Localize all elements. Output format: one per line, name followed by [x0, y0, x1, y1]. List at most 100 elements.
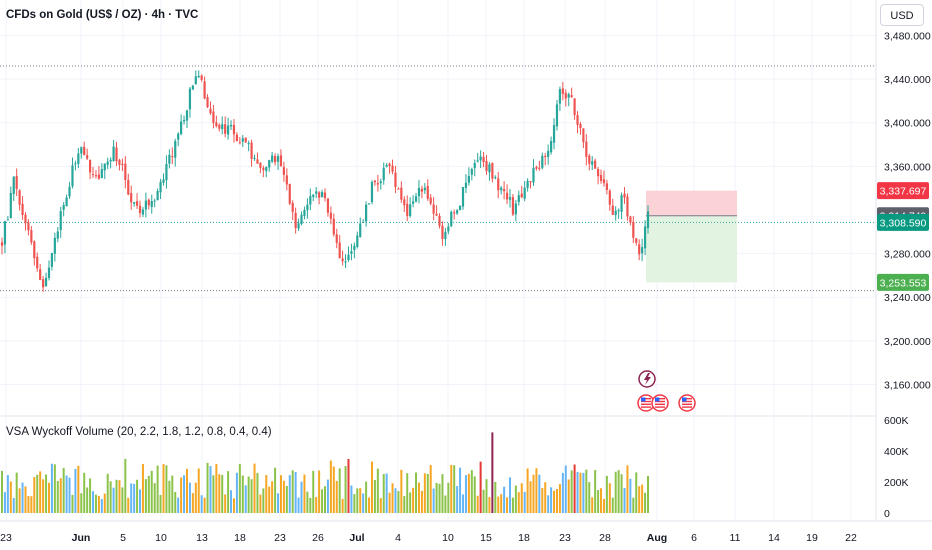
candle-body — [385, 165, 388, 167]
candle-body — [394, 172, 397, 188]
candle-body — [130, 193, 133, 203]
candle-body — [9, 192, 12, 219]
volume-bar — [544, 482, 547, 513]
candle-body — [564, 92, 567, 99]
volume-bar — [629, 478, 632, 513]
candle-body — [370, 181, 374, 203]
time-tick-label: 4 — [395, 532, 401, 544]
volume-bar — [564, 465, 567, 513]
candle-body — [268, 160, 271, 168]
candle-body — [127, 179, 130, 195]
volume-bar — [415, 472, 418, 513]
time-tick-label: 5 — [120, 532, 126, 544]
volume-bar — [33, 477, 36, 513]
candle-body — [147, 199, 150, 206]
time-tick-label: 14 — [768, 532, 780, 544]
volume-bar — [65, 475, 68, 513]
candle-body — [221, 124, 224, 130]
candle-body — [6, 219, 9, 221]
price-tick-label: 3,440.000 — [884, 74, 931, 86]
candle-body — [641, 247, 644, 254]
candle-body — [68, 186, 71, 197]
candle-body — [538, 167, 541, 169]
candle-body — [74, 163, 77, 165]
candle-body — [535, 166, 538, 169]
volume-bar — [605, 475, 608, 513]
volume-bar — [271, 481, 274, 513]
chart-title[interactable]: CFDs on Gold (US$ / OZ) · 4h · TVC — [6, 9, 199, 21]
volume-bar — [406, 473, 409, 513]
us-flag-icon — [637, 394, 655, 412]
event-markers[interactable] — [637, 370, 696, 412]
candle-body — [224, 124, 227, 134]
position-tool[interactable] — [646, 190, 737, 283]
candle-body — [323, 192, 327, 199]
candle-body — [200, 75, 203, 80]
candle-body — [194, 76, 197, 85]
candle-body — [479, 156, 482, 161]
volume-bar — [520, 483, 523, 513]
candle-body — [376, 183, 379, 185]
candle-body — [180, 121, 183, 135]
candle-body — [602, 179, 606, 184]
candle-body — [350, 251, 353, 254]
candle-body — [250, 142, 253, 159]
stop-loss-zone — [646, 190, 737, 216]
flag-canton — [655, 397, 660, 402]
volume-bar — [103, 493, 106, 513]
candle-body — [27, 222, 30, 231]
candle-body — [391, 165, 394, 172]
volume-bar — [221, 474, 224, 513]
candle-body — [297, 223, 300, 229]
volume-bar — [459, 467, 462, 513]
candle-body — [227, 125, 230, 135]
volume-bar — [232, 498, 235, 513]
candle-body — [315, 191, 318, 194]
volume-bar — [171, 475, 174, 513]
candle-body — [414, 196, 418, 202]
volume-bar — [491, 432, 494, 513]
volume-bars — [1, 432, 649, 513]
volume-bar — [115, 479, 118, 513]
volume-bar — [350, 485, 353, 513]
volume-bar — [294, 472, 297, 513]
volume-bar — [127, 497, 130, 513]
candle-body — [121, 163, 124, 166]
candle-body — [517, 195, 520, 203]
currency-selector[interactable]: USD — [880, 4, 924, 26]
candle-body — [288, 184, 291, 204]
volume-bar — [409, 492, 412, 513]
candle-body — [273, 156, 277, 163]
price-axis[interactable]: 3,480.000 3,440.000 3,400.000 3,360.000 3,28… — [884, 30, 931, 391]
volume-bar — [42, 479, 45, 513]
candle-body — [318, 192, 321, 198]
volume-bar — [497, 496, 500, 513]
volume-tick-label: 0 — [884, 508, 890, 520]
volume-indicator-label[interactable]: VSA Wyckoff Volume (20, 2.2, 1.8, 1.2, 0… — [6, 426, 272, 438]
volume-bar — [306, 491, 309, 513]
candle-body — [279, 155, 283, 167]
volume-bar — [579, 472, 582, 513]
flag-stripe — [641, 398, 651, 400]
volume-bar — [344, 466, 347, 513]
candle-body — [244, 137, 247, 143]
candle-body — [347, 254, 350, 261]
price-tick-label: 3,240.000 — [884, 292, 931, 304]
volume-bar — [611, 497, 614, 513]
candle-body — [109, 159, 112, 162]
candle-body — [256, 159, 259, 164]
volume-bar — [365, 481, 368, 513]
candle-body — [406, 203, 409, 216]
time-axis[interactable]: 23 Jun 5 10 13 18 23 26 Jul 4 10 15 18 23 28 Aug 6 11 14 19… — [0, 520, 932, 544]
candle-body — [429, 197, 432, 204]
candle-body — [15, 175, 18, 189]
candle-body — [576, 115, 579, 125]
candle-body — [144, 200, 147, 210]
candle-body — [312, 194, 315, 197]
candle-body — [388, 163, 391, 166]
candle-body — [464, 182, 468, 188]
volume-bar — [291, 470, 294, 513]
candle-body — [103, 163, 106, 171]
volume-bar — [200, 495, 203, 513]
